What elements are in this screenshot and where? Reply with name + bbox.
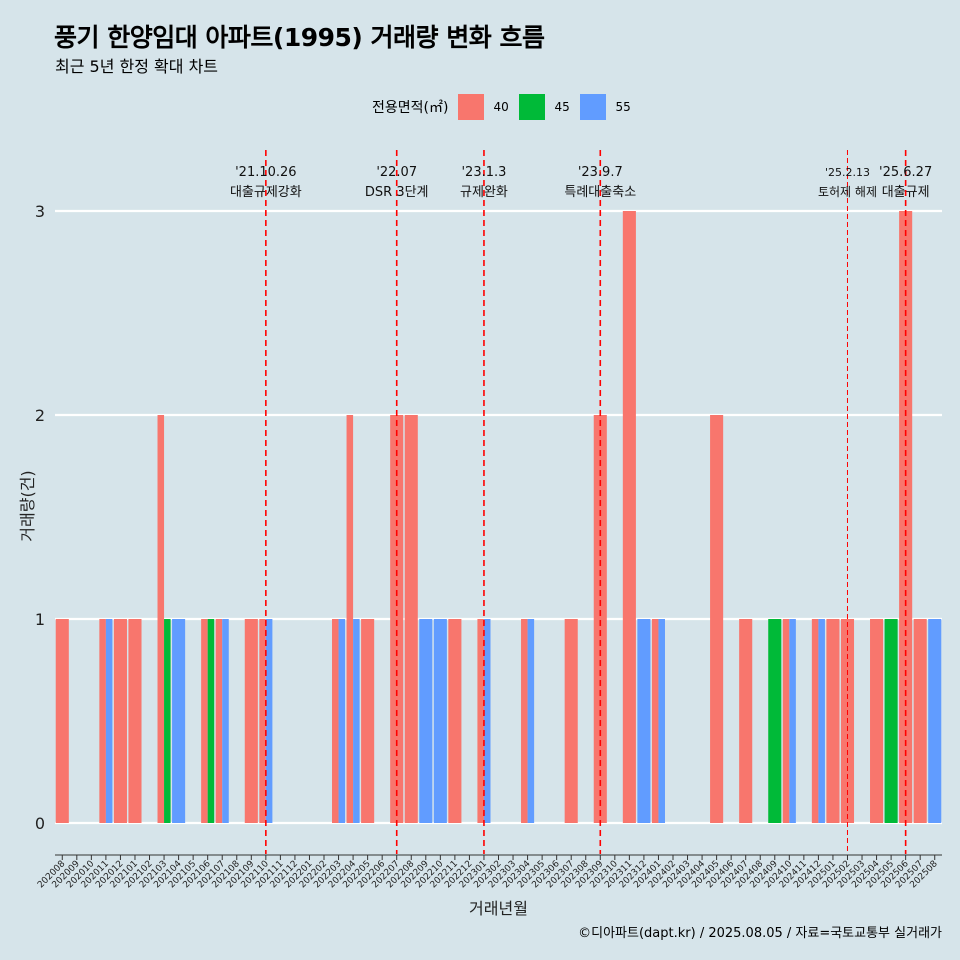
x-axis-title: 거래년월 xyxy=(469,899,528,918)
annotation-label-1: DSR 3단계 xyxy=(365,185,429,200)
bar-202506-40 xyxy=(899,211,913,823)
bar-202107-40 xyxy=(215,619,223,823)
legend-title: 전용면적(㎡) xyxy=(372,100,449,116)
bar-202204-55 xyxy=(353,619,360,823)
bar-202107-55 xyxy=(222,619,229,823)
bar-202205-40 xyxy=(361,619,375,823)
bar-202401-40 xyxy=(651,619,659,823)
y-tick-label: 1 xyxy=(35,610,45,629)
bar-202311-40 xyxy=(622,211,636,823)
bar-202504-40 xyxy=(870,619,884,823)
bar-202505-45 xyxy=(884,619,898,823)
bar-202301-40 xyxy=(477,619,484,823)
bar-202312-55 xyxy=(637,619,651,823)
annotation-label-2: 규제완화 xyxy=(460,185,508,200)
legend-label-40: 40 xyxy=(493,100,509,114)
bar-202307-40 xyxy=(564,619,578,823)
bar-202304-40 xyxy=(521,619,528,823)
annotation-date-2: '23.1.3 xyxy=(461,165,506,180)
bar-202110-55 xyxy=(265,619,273,823)
bar-202012-40 xyxy=(113,619,127,823)
bar-202103-45 xyxy=(164,619,171,823)
bar-202410-55 xyxy=(789,619,796,823)
legend-label-55: 55 xyxy=(615,100,631,114)
source-caption: ©디아파트(dapt.kr) / 2025.08.05 / 자료=국토교통부 실… xyxy=(578,926,942,941)
chart-subtitle: 최근 5년 한정 확대 차트 xyxy=(55,57,219,76)
bar-202106-40 xyxy=(201,619,208,823)
bar-202203-55 xyxy=(338,619,346,823)
annotation-date-0: '21.10.26 xyxy=(235,165,296,180)
bar-202301-55 xyxy=(483,619,491,823)
legend-item-40: 40 xyxy=(458,94,511,120)
annotation-label-0: 대출규제강화 xyxy=(230,185,302,200)
bar-202210-55 xyxy=(433,619,447,823)
annotation-label-3: 특례대출축소 xyxy=(564,185,636,200)
bar-202507-40 xyxy=(913,619,927,823)
bar-202508-55 xyxy=(928,619,942,823)
bar-202207-40 xyxy=(390,415,404,823)
annotation-date-5: '25.6.27 xyxy=(879,165,932,180)
bar-202410-40 xyxy=(782,619,790,823)
annotation-label-5: 대출규제 xyxy=(882,185,930,200)
bar-202208-40 xyxy=(404,415,418,823)
legend-swatch-55 xyxy=(580,94,607,120)
bar-202104-55 xyxy=(172,619,186,823)
legend-item-55: 55 xyxy=(580,94,633,120)
bar-202209-55 xyxy=(419,619,433,823)
chart-title: 풍기 한양임대 아파트(1995) 거래량 변화 흐름 xyxy=(54,23,545,52)
bar-202501-40 xyxy=(826,619,840,823)
bar-202304-55 xyxy=(527,619,535,823)
bar-202412-55 xyxy=(818,619,825,823)
bar-202103-40 xyxy=(157,415,165,823)
bar-202109-40 xyxy=(244,619,258,823)
y-axis-title: 거래량(건) xyxy=(18,470,37,541)
bar-202011-40 xyxy=(99,619,106,823)
annotation-label-4: 토허제 해제 xyxy=(818,185,877,199)
bar-202011-55 xyxy=(105,619,113,823)
bar-202203-40 xyxy=(332,619,339,823)
bar-202401-55 xyxy=(658,619,665,823)
bar-202204-40 xyxy=(346,415,354,823)
bar-202110-40 xyxy=(259,619,266,823)
legend-swatch-40 xyxy=(458,94,485,120)
bar-202405-40 xyxy=(710,415,724,823)
legend-swatch-45 xyxy=(519,94,546,120)
bar-202106-45 xyxy=(207,619,215,823)
bar-202309-40 xyxy=(593,415,607,823)
y-tick-label: 0 xyxy=(35,814,45,833)
annotation-date-3: '23.9.7 xyxy=(578,165,623,180)
bar-202412-40 xyxy=(811,619,819,823)
legend: 전용면적(㎡) 40 45 55 xyxy=(372,92,641,122)
legend-label-45: 45 xyxy=(554,100,570,114)
bar-202409-45 xyxy=(768,619,782,823)
bar-202407-40 xyxy=(739,619,753,823)
y-tick-label: 2 xyxy=(35,406,45,425)
bar-202101-40 xyxy=(128,619,142,823)
annotation-date-1: '22.07 xyxy=(376,165,417,180)
legend-item-45: 45 xyxy=(519,94,572,120)
y-tick-label: 3 xyxy=(35,202,45,221)
bar-202008-40 xyxy=(55,619,69,823)
bar-202211-40 xyxy=(448,619,462,823)
annotation-date-4: '25.2.13 xyxy=(825,166,870,179)
